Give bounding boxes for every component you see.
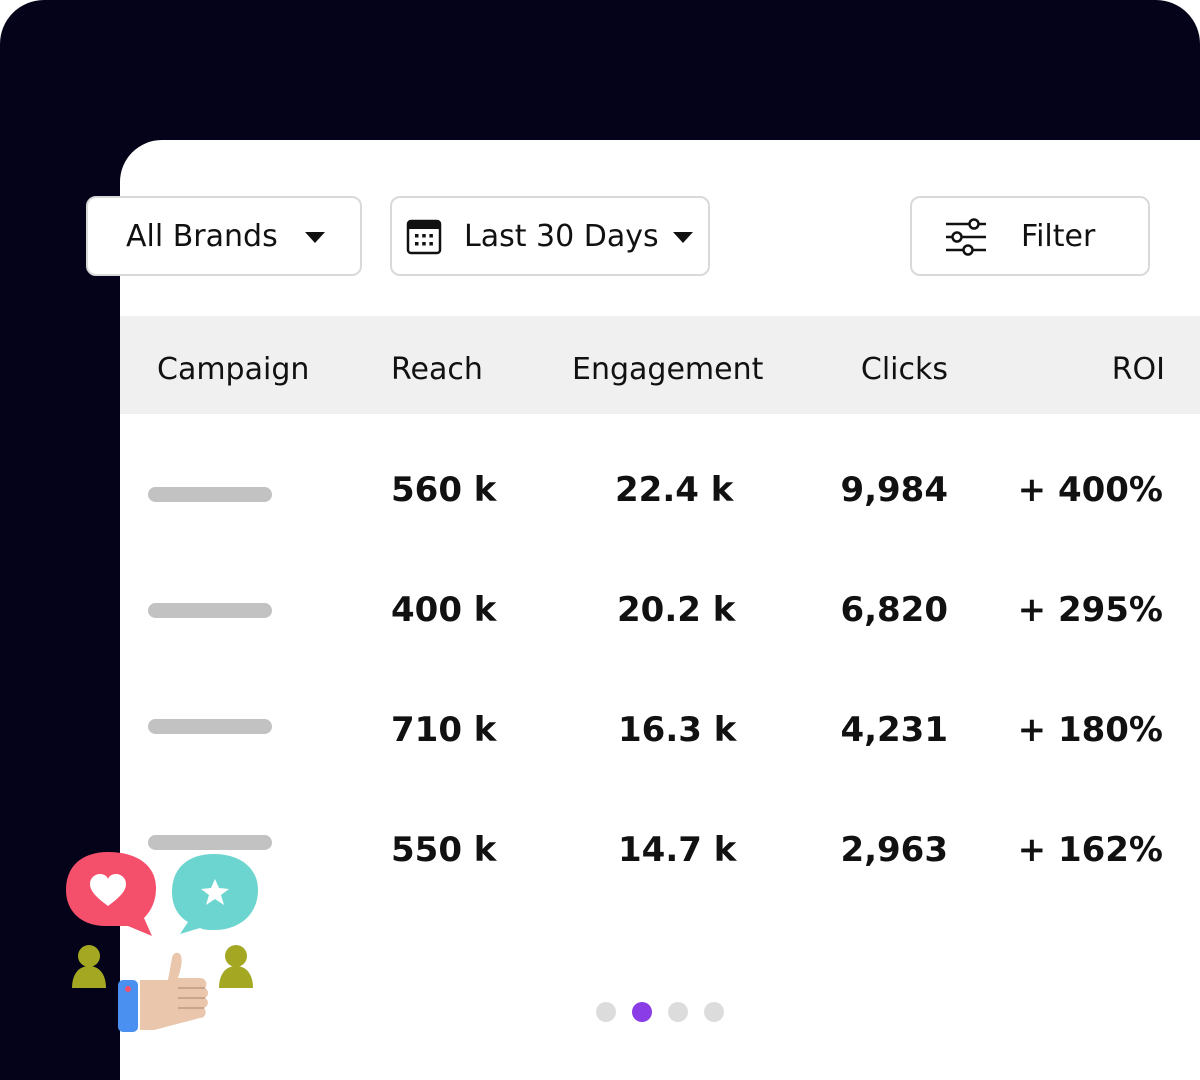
clicks-cell: 6,820 [840,590,948,630]
filter-button[interactable]: Filter [910,196,1150,276]
campaign-name-placeholder [148,835,272,850]
column-header-engagement[interactable]: Engagement [572,352,764,387]
campaign-name-placeholder [148,719,272,734]
engagement-cell: 14.7 k [618,830,737,870]
reach-cell: 710 k [391,710,497,750]
person-icon [72,945,106,988]
engagement-cell: 20.2 k [617,590,736,630]
pagination-dot[interactable] [704,1002,724,1022]
sliders-icon [946,218,986,256]
thumbs-up-icon [118,952,208,1032]
dashboard-panel [120,140,1200,1080]
engagement-cell: 16.3 k [618,710,737,750]
clicks-cell: 9,984 [840,470,948,510]
campaign-name-placeholder [148,603,272,618]
campaign-name-placeholder [148,487,272,502]
caret-down-icon [305,232,325,243]
clicks-cell: 2,963 [840,830,948,870]
column-header-reach[interactable]: Reach [391,352,483,387]
date-range-select[interactable]: Last 30 Days [390,196,710,276]
roi-cell: + 295% [1017,590,1163,630]
reach-cell: 560 k [391,470,497,510]
caret-down-icon [673,232,693,243]
brand-select[interactable]: All Brands [86,196,362,276]
roi-cell: + 180% [1017,710,1163,750]
date-range-value: Last 30 Days [464,218,659,254]
column-header-clicks[interactable]: Clicks [860,352,948,387]
star-bubble-icon [172,854,258,934]
reach-cell: 550 k [391,830,497,870]
filter-button-label: Filter [1021,218,1096,254]
roi-cell: + 162% [1017,830,1163,870]
heart-bubble-icon [66,852,156,936]
social-engagement-illustration [66,852,258,1032]
clicks-cell: 4,231 [840,710,948,750]
person-icon [219,945,253,988]
calendar-icon [406,219,442,255]
column-header-roi[interactable]: ROI [1111,352,1165,387]
pagination-dot[interactable] [596,1002,616,1022]
table-header [120,316,1200,414]
brand-select-value: All Brands [126,218,278,254]
pagination-dot[interactable] [632,1002,652,1022]
pagination-dot[interactable] [668,1002,688,1022]
reach-cell: 400 k [391,590,497,630]
engagement-cell: 22.4 k [615,470,734,510]
column-header-campaign[interactable]: Campaign [157,352,310,387]
roi-cell: + 400% [1017,470,1163,510]
